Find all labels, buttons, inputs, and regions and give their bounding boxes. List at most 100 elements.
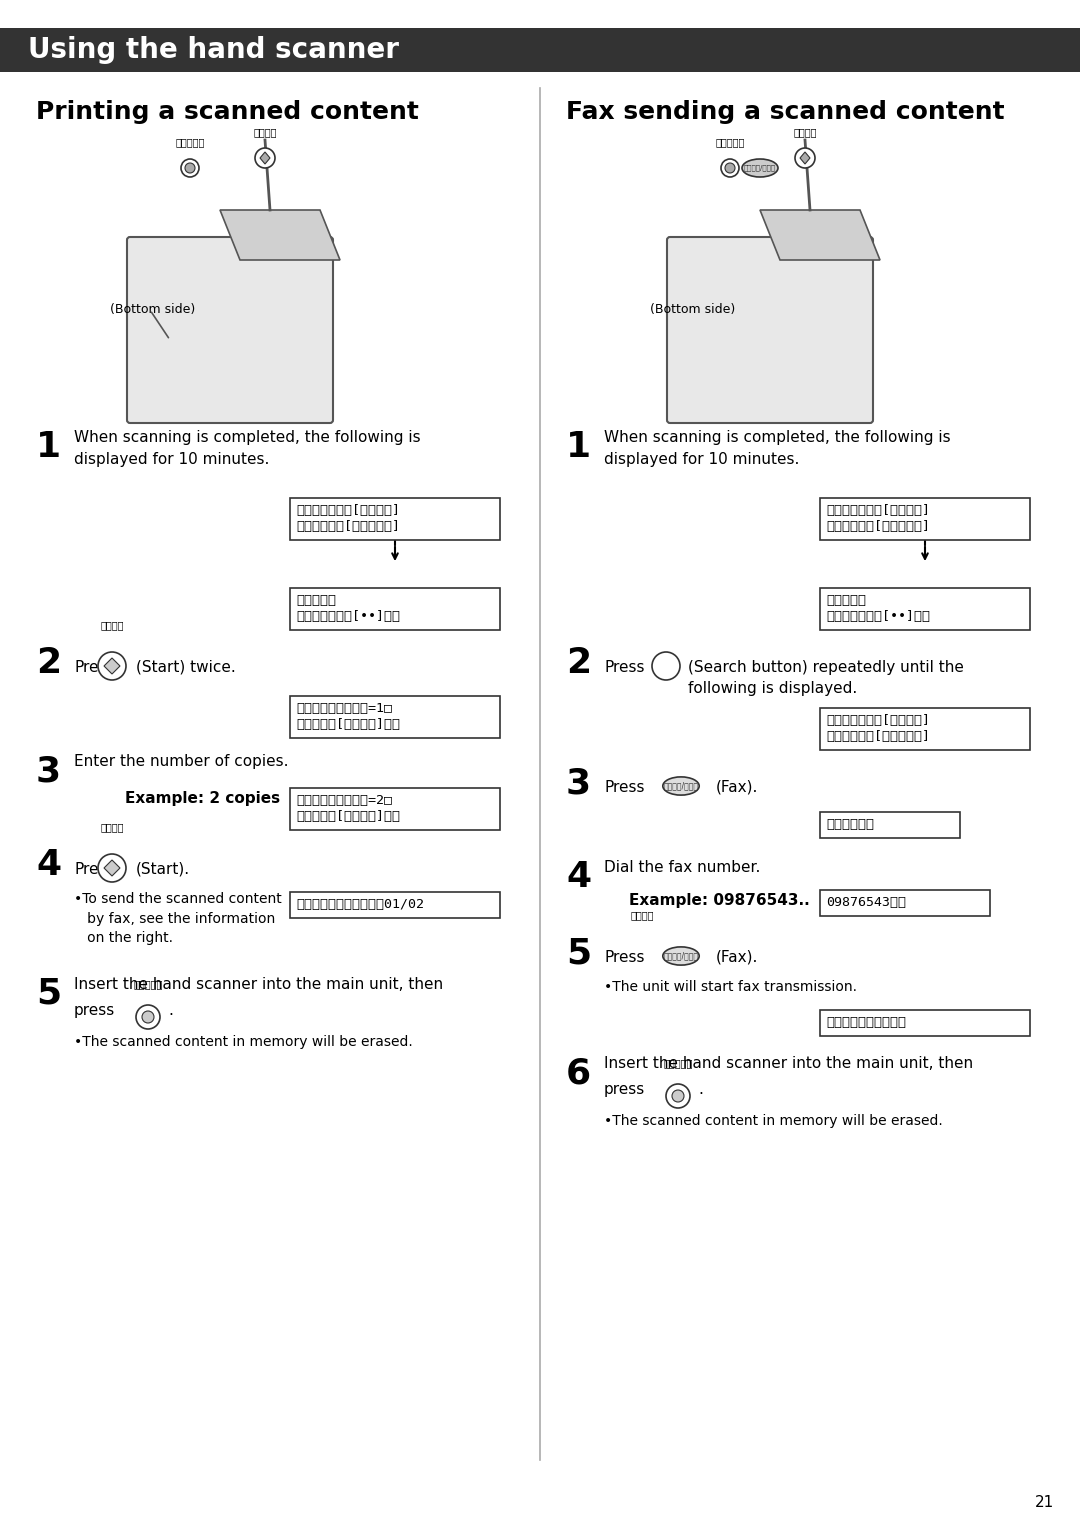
Text: [スタート]オス: [スタート]オス xyxy=(296,809,400,823)
Polygon shape xyxy=(260,153,270,163)
Text: ファクス/コピー: ファクス/コピー xyxy=(663,952,699,960)
FancyBboxPatch shape xyxy=(127,237,333,423)
Text: インシ゚　　　[スタート]: インシ゚ [スタート] xyxy=(826,504,930,516)
Text: センタクハ[••]オス: センタクハ[••]オス xyxy=(826,609,930,623)
FancyBboxPatch shape xyxy=(291,696,500,739)
Text: 5: 5 xyxy=(566,935,591,971)
Text: パンコ゚？: パンコ゚？ xyxy=(826,818,874,830)
Ellipse shape xyxy=(742,159,778,177)
Text: (Fax).: (Fax). xyxy=(716,951,758,964)
FancyBboxPatch shape xyxy=(820,708,1030,749)
Text: インシ゚　　　[スタート]: インシ゚ [スタート] xyxy=(296,504,400,516)
Text: ソウシン　　　[スタート]: ソウシン [スタート] xyxy=(826,714,930,726)
Text: インシ゚　ブ゚スウ=1□: インシ゚ ブ゚スウ=1□ xyxy=(296,702,392,714)
FancyBboxPatch shape xyxy=(291,588,500,630)
Text: ヨミナオシ　[ストップ゚]: ヨミナオシ [ストップ゚] xyxy=(826,729,930,743)
Text: press: press xyxy=(75,1003,116,1018)
Text: ストップ゚: ストップ゚ xyxy=(133,980,163,989)
Text: インシ゚　チュウ　　、01/02: インシ゚ チュウ 、01/02 xyxy=(296,897,424,911)
Text: 2: 2 xyxy=(566,645,591,681)
Text: 21: 21 xyxy=(1035,1495,1054,1511)
FancyBboxPatch shape xyxy=(291,893,500,919)
Polygon shape xyxy=(220,211,340,259)
Circle shape xyxy=(666,1083,690,1108)
Text: スキャナー　ソウシン: スキャナー ソウシン xyxy=(826,1015,906,1029)
Text: Press: Press xyxy=(604,780,645,795)
Circle shape xyxy=(98,652,126,681)
Text: ストップ゚: ストップ゚ xyxy=(715,137,745,146)
FancyBboxPatch shape xyxy=(820,890,990,916)
Ellipse shape xyxy=(663,777,699,795)
Text: ファクス/コピー: ファクス/コピー xyxy=(744,165,777,171)
Text: コウモクノ: コウモクノ xyxy=(826,594,866,606)
Circle shape xyxy=(255,148,275,168)
Circle shape xyxy=(672,1090,684,1102)
Text: スタート: スタート xyxy=(100,620,124,630)
Text: (Start) twice.: (Start) twice. xyxy=(136,661,235,674)
Text: .: . xyxy=(168,1003,173,1018)
Text: ヨミナオシ　[ストップ゚]: ヨミナオシ [ストップ゚] xyxy=(826,519,930,533)
Text: 09876543・・: 09876543・・ xyxy=(826,896,906,908)
Text: 1: 1 xyxy=(566,430,591,464)
Text: Printing a scanned content: Printing a scanned content xyxy=(36,101,419,124)
Text: (Start).: (Start). xyxy=(136,862,190,877)
FancyBboxPatch shape xyxy=(291,787,500,830)
Text: 4: 4 xyxy=(36,848,62,882)
Text: 1: 1 xyxy=(36,430,62,464)
Text: Example: 2 copies: Example: 2 copies xyxy=(125,790,280,806)
Text: スタート: スタート xyxy=(793,127,816,137)
Text: 5: 5 xyxy=(36,977,62,1012)
Text: •The scanned content in memory will be erased.: •The scanned content in memory will be e… xyxy=(75,1035,413,1048)
Ellipse shape xyxy=(663,948,699,964)
Text: ヨミナオシ　[ストップ゚]: ヨミナオシ [ストップ゚] xyxy=(296,519,400,533)
Text: Enter the number of copies.: Enter the number of copies. xyxy=(75,754,288,769)
Text: スタート: スタート xyxy=(631,909,653,920)
Text: Using the hand scanner: Using the hand scanner xyxy=(28,37,399,64)
Text: Press: Press xyxy=(604,661,645,674)
FancyBboxPatch shape xyxy=(820,1010,1030,1036)
Text: .: . xyxy=(698,1082,703,1097)
FancyBboxPatch shape xyxy=(820,812,960,838)
Text: •To send the scanned content
   by fax, see the information
   on the right.: •To send the scanned content by fax, see… xyxy=(75,893,282,945)
Polygon shape xyxy=(760,211,880,259)
Text: コウモクノ: コウモクノ xyxy=(296,594,336,606)
Text: Example: 09876543..: Example: 09876543.. xyxy=(630,893,810,908)
Text: •The scanned content in memory will be erased.: •The scanned content in memory will be e… xyxy=(604,1114,943,1128)
Text: Dial the fax number.: Dial the fax number. xyxy=(604,861,760,874)
Circle shape xyxy=(181,159,199,177)
Text: ストップ゚: ストップ゚ xyxy=(663,1058,692,1068)
Text: (Search button) repeatedly until the
following is displayed.: (Search button) repeatedly until the fol… xyxy=(688,661,963,696)
Text: Insert the hand scanner into the main unit, then: Insert the hand scanner into the main un… xyxy=(75,977,443,992)
Polygon shape xyxy=(104,658,120,674)
Text: スタート: スタート xyxy=(253,127,276,137)
Circle shape xyxy=(795,148,815,168)
Text: •The unit will start fax transmission.: •The unit will start fax transmission. xyxy=(604,980,858,993)
Text: When scanning is completed, the following is
displayed for 10 minutes.: When scanning is completed, the followin… xyxy=(604,430,950,467)
Text: When scanning is completed, the following is
displayed for 10 minutes.: When scanning is completed, the followin… xyxy=(75,430,420,467)
Text: インシ゚　ブ゚スウ=2□: インシ゚ ブ゚スウ=2□ xyxy=(296,794,392,807)
Text: 6: 6 xyxy=(566,1056,591,1090)
Text: ストップ゚: ストップ゚ xyxy=(175,137,205,146)
Circle shape xyxy=(721,159,739,177)
Circle shape xyxy=(98,855,126,882)
Text: ファクス/コピー: ファクス/コピー xyxy=(663,781,699,790)
FancyBboxPatch shape xyxy=(667,237,873,423)
Circle shape xyxy=(725,163,735,172)
Text: Press: Press xyxy=(75,661,114,674)
Text: 4: 4 xyxy=(566,861,591,894)
Text: Fax sending a scanned content: Fax sending a scanned content xyxy=(566,101,1004,124)
Text: (Bottom side): (Bottom side) xyxy=(650,304,735,316)
Text: 2: 2 xyxy=(36,645,62,681)
Text: Insert the hand scanner into the main unit, then: Insert the hand scanner into the main un… xyxy=(604,1056,973,1071)
Text: [スタート]オス: [スタート]オス xyxy=(296,717,400,731)
FancyBboxPatch shape xyxy=(0,27,1080,72)
Text: (Bottom side): (Bottom side) xyxy=(110,304,195,316)
Circle shape xyxy=(652,652,680,681)
Text: スタート: スタート xyxy=(100,823,124,832)
Text: press: press xyxy=(604,1082,645,1097)
Circle shape xyxy=(136,1006,160,1029)
Text: Press: Press xyxy=(75,862,114,877)
Circle shape xyxy=(141,1012,154,1022)
Circle shape xyxy=(185,163,195,172)
Text: センタクハ[••]オス: センタクハ[••]オス xyxy=(296,609,400,623)
